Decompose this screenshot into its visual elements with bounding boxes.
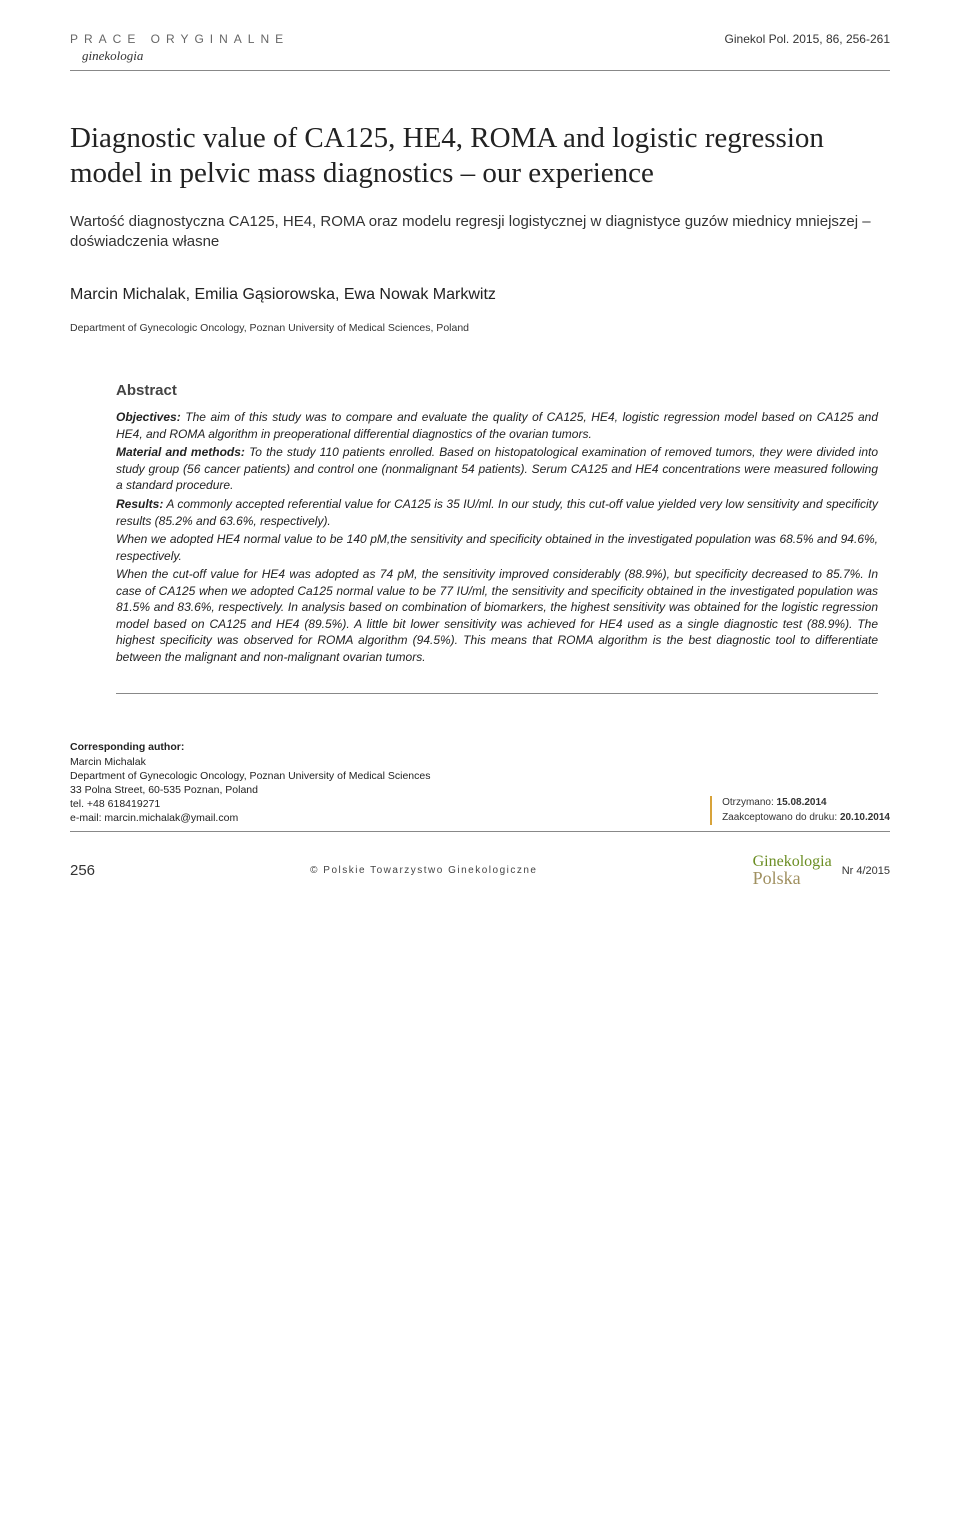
accepted-date: 20.10.2014 xyxy=(840,812,890,823)
corresponding-line: 33 Polna Street, 60-535 Poznan, Poland xyxy=(70,783,430,797)
abstract-box: Abstract Objectives: The aim of this stu… xyxy=(116,382,878,694)
abstract-objectives: Objectives: The aim of this study was to… xyxy=(116,409,878,442)
dates-block: Otrzymano: 15.08.2014 Zaakceptowano do d… xyxy=(710,796,890,825)
corresponding-line: Department of Gynecologic Oncology, Pozn… xyxy=(70,769,430,783)
corresponding-line: Marcin Michalak xyxy=(70,755,430,769)
journal-logo: Ginekologia Polska xyxy=(753,854,832,886)
abstract-material: Material and methods: To the study 110 p… xyxy=(116,444,878,494)
corresponding-line: e-mail: marcin.michalak@ymail.com xyxy=(70,811,430,825)
abstract-results-2: When we adopted HE4 normal value to be 1… xyxy=(116,531,878,564)
objectives-text: The aim of this study was to compare and… xyxy=(116,410,878,441)
accepted-label: Zaakceptowano do druku: xyxy=(722,812,837,823)
abstract-body: Objectives: The aim of this study was to… xyxy=(116,409,878,665)
results-label: Results: xyxy=(116,497,163,511)
corresponding-author: Corresponding author: Marcin Michalak De… xyxy=(70,740,430,825)
accepted-row: Zaakceptowano do druku: 20.10.2014 xyxy=(722,811,890,826)
article-title: Diagnostic value of CA125, HE4, ROMA and… xyxy=(70,121,890,192)
received-row: Otrzymano: 15.08.2014 xyxy=(722,796,890,811)
bottom-metadata: Corresponding author: Marcin Michalak De… xyxy=(70,740,890,832)
received-label: Otrzymano: xyxy=(722,797,774,808)
subsection-label: ginekologia xyxy=(82,48,289,64)
results-text-1: A commonly accepted referential value fo… xyxy=(116,497,878,528)
issue-number: Nr 4/2015 xyxy=(842,865,890,877)
article-subtitle: Wartość diagnostyczna CA125, HE4, ROMA o… xyxy=(70,212,890,253)
journal-reference: Ginekol Pol. 2015, 86, 256-261 xyxy=(725,32,890,46)
objectives-label: Objectives: xyxy=(116,410,181,424)
corresponding-line: tel. +48 618419271 xyxy=(70,797,430,811)
authors: Marcin Michalak, Emilia Gąsiorowska, Ewa… xyxy=(70,286,890,304)
page-footer: 256 © Polskie Towarzystwo Ginekologiczne… xyxy=(70,854,890,886)
header-left: PRACE ORYGINALNE ginekologia xyxy=(70,32,289,64)
received-date: 15.08.2014 xyxy=(777,797,827,808)
material-label: Material and methods: xyxy=(116,445,245,459)
corresponding-heading: Corresponding author: xyxy=(70,740,430,754)
affiliation: Department of Gynecologic Oncology, Pozn… xyxy=(70,322,890,334)
abstract-results-3: When the cut-off value for HE4 was adopt… xyxy=(116,566,878,665)
abstract-results-1: Results: A commonly accepted referential… xyxy=(116,496,878,529)
page-header: PRACE ORYGINALNE ginekologia Ginekol Pol… xyxy=(70,32,890,71)
abstract-heading: Abstract xyxy=(116,382,878,399)
section-label: PRACE ORYGINALNE xyxy=(70,32,289,46)
copyright: © Polskie Towarzystwo Ginekologiczne xyxy=(310,865,537,876)
footer-right: Ginekologia Polska Nr 4/2015 xyxy=(753,854,890,886)
page-number: 256 xyxy=(70,862,95,879)
logo-bottom: Polska xyxy=(753,870,801,887)
